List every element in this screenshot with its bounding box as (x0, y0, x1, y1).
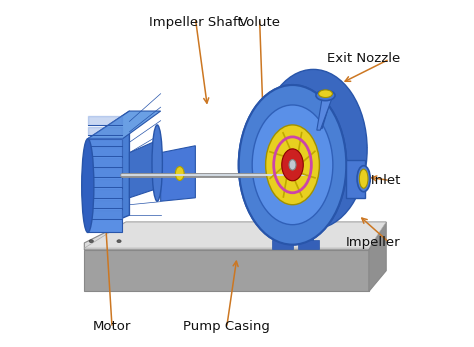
Ellipse shape (89, 240, 93, 243)
Text: Impeller Shaft: Impeller Shaft (148, 16, 242, 28)
Ellipse shape (175, 167, 184, 180)
Polygon shape (239, 147, 367, 165)
Ellipse shape (252, 105, 333, 225)
Ellipse shape (152, 125, 163, 201)
Text: Motor: Motor (93, 320, 131, 333)
Ellipse shape (359, 169, 368, 188)
Text: Impeller: Impeller (346, 236, 400, 249)
Polygon shape (84, 222, 386, 250)
Text: Volute: Volute (238, 16, 281, 28)
Text: Exit Nozzle: Exit Nozzle (327, 52, 400, 66)
Polygon shape (88, 139, 122, 232)
Ellipse shape (319, 90, 332, 98)
Ellipse shape (282, 149, 303, 181)
Polygon shape (317, 99, 332, 130)
Polygon shape (84, 250, 369, 291)
Polygon shape (129, 139, 161, 198)
Polygon shape (88, 111, 129, 232)
Polygon shape (84, 222, 386, 248)
Polygon shape (88, 111, 161, 139)
Ellipse shape (357, 166, 370, 192)
Polygon shape (346, 160, 365, 198)
Polygon shape (319, 94, 332, 128)
Ellipse shape (260, 69, 367, 229)
Ellipse shape (239, 85, 346, 245)
Bar (298, 240, 319, 249)
Ellipse shape (289, 160, 296, 170)
Ellipse shape (82, 139, 94, 232)
Polygon shape (277, 215, 287, 248)
Ellipse shape (239, 85, 346, 245)
Text: Pump Casing: Pump Casing (183, 320, 270, 333)
Polygon shape (303, 215, 313, 248)
Ellipse shape (316, 90, 335, 101)
Ellipse shape (265, 125, 319, 205)
Polygon shape (369, 222, 386, 291)
Ellipse shape (117, 240, 121, 243)
Text: Pump Inlet: Pump Inlet (328, 174, 400, 187)
Polygon shape (161, 146, 195, 201)
Bar (272, 240, 292, 249)
